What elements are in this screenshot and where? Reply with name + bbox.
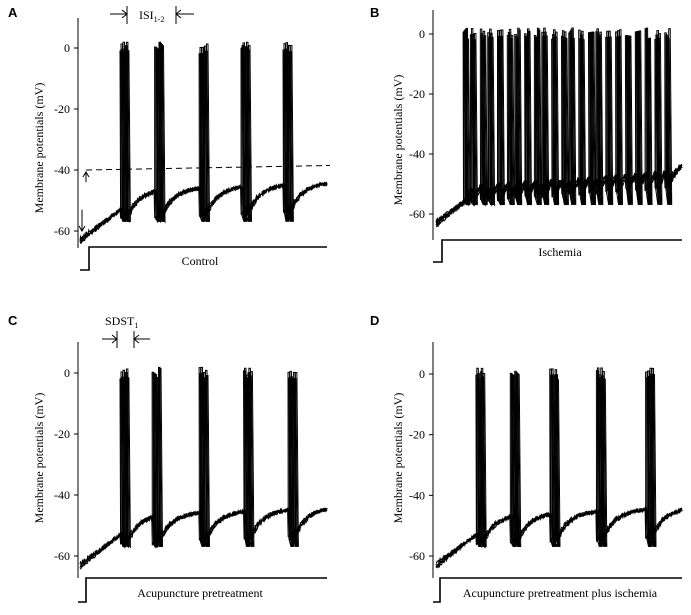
membrane-traces [435,27,683,228]
isi-annotation-main: ISI [139,8,154,22]
stimulus-trace [433,239,682,263]
membrane-trace [435,28,683,224]
panel-b: B Membrane potentials (mV) Ischemia 0 -20… [370,5,683,263]
condition-label: Acupuncture pretreatment plus ischemia [463,586,658,600]
isi-left-arrow [110,6,128,24]
y-tick-labels: 0 -20 -40 -60 [409,27,425,221]
stimulus-trace [433,577,682,603]
membrane-traces [79,366,328,570]
threshold-arrow [82,171,90,183]
membrane-traces [435,367,683,569]
y-tick-label: -20 [409,428,425,442]
membrane-trace [435,373,683,567]
sdst-annotation-main: SDST [105,314,135,328]
y-tick-label: 0 [64,366,70,380]
panel-letter: A [8,5,18,20]
y-axis-label: Membrane potentials (mV) [32,393,46,524]
y-tick-label: -40 [409,488,425,502]
y-tick-label: -20 [54,427,70,441]
panel-letter: B [370,5,379,20]
stimulus-step [433,577,682,603]
y-axis-label: Membrane potentials (mV) [391,393,405,524]
condition-label: Control [182,254,219,268]
panel-letter: C [8,313,18,328]
y-tick-label: -40 [54,488,70,502]
isi-annotation: ISI1-2 [139,8,164,24]
sdst-left-arrow [102,331,118,348]
membrane-trace [79,368,328,565]
y-tick-labels: 0 -20 -40 -60 [409,367,425,563]
membrane-trace [79,41,328,243]
annotation-group: SDST1 [102,314,150,348]
baseline-arrow [78,209,86,232]
y-tick-label: -60 [409,549,425,563]
isi-annotation-sub: 1-2 [154,15,165,24]
y-tick-label: 0 [419,367,425,381]
stimulus-step [80,246,327,271]
stimulus-trace [80,246,327,271]
sdst-annotation: SDST1 [105,314,138,330]
stimulus-trace [78,577,327,603]
y-tick-labels: 0 -20 -40 -60 [54,41,70,238]
y-tick-label: -60 [54,549,70,563]
stimulus-step [433,239,682,263]
annotation-group: ISI1-2 [110,6,194,24]
sdst-right-arrow [133,331,150,348]
membrane-traces [79,41,328,244]
panel-c: C Membrane potentials (mV) Acupuncture p… [8,313,328,603]
stimulus-step [78,577,327,603]
threshold-line [85,164,331,171]
y-tick-label: 0 [419,27,425,41]
condition-label: Ischemia [538,245,582,259]
sdst-annotation-sub: 1 [134,321,138,330]
y-tick-label: -20 [409,87,425,101]
y-tick-label: -60 [409,207,425,221]
panel-a: A Membrane potentials (mV) Control 0 -20 -… [8,5,331,271]
condition-label: Acupuncture pretreatment [137,586,263,600]
y-tick-label: -40 [54,163,70,177]
y-axis-label: Membrane potentials (mV) [391,75,405,206]
panel-letter: D [370,313,379,328]
y-tick-label: -60 [54,224,70,238]
y-axis-label: Membrane potentials (mV) [32,83,46,214]
y-tick-labels: 0 -20 -40 -60 [54,366,70,563]
y-tick-label: 0 [64,41,70,55]
y-tick-label: -40 [409,147,425,161]
y-tick-label: -20 [54,102,70,116]
isi-right-arrow [175,6,194,24]
panel-d: D Membrane potentials (mV) Acupuncture p… [370,313,683,603]
